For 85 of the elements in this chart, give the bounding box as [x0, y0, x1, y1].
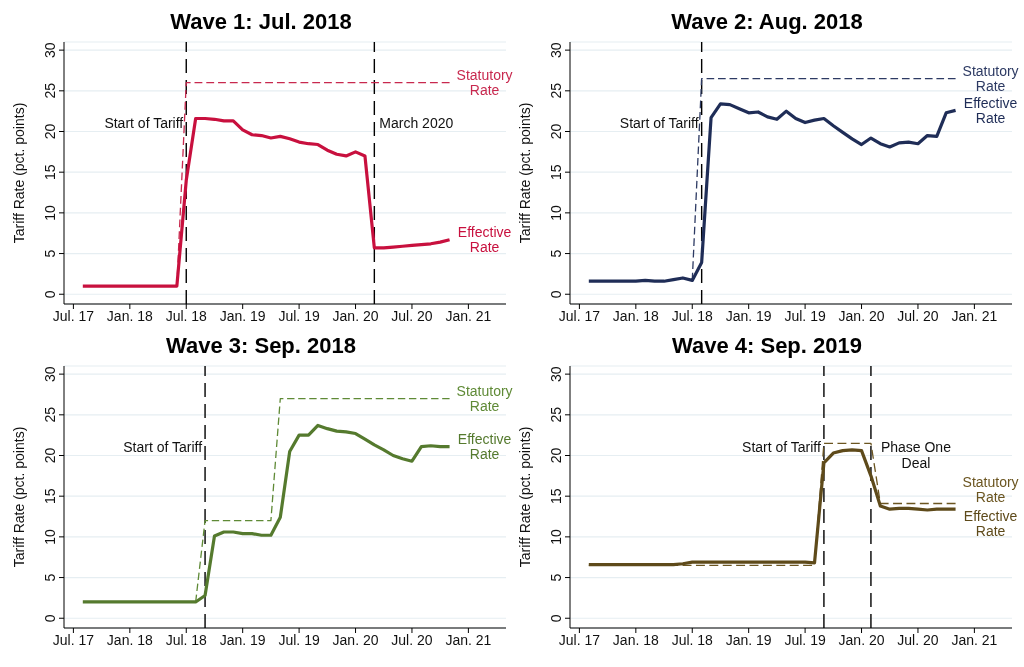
- chart-title: Wave 3: Sep. 2018: [165, 332, 357, 360]
- x-tick-label: Jan. 21: [445, 307, 492, 324]
- x-tick-label: Jul. 20: [897, 631, 939, 648]
- y-tick-label: 5: [42, 249, 58, 258]
- x-tick-label: Jan. 19: [219, 631, 266, 648]
- y-tick-label: 5: [548, 249, 564, 258]
- y-tick-label: 20: [548, 447, 564, 464]
- y-tick-label: 15: [548, 164, 564, 180]
- series-label: Effective Rate: [457, 224, 512, 256]
- x-tick-label: Jul. 18: [165, 631, 208, 648]
- y-tick-label: 10: [548, 204, 564, 221]
- chart-title: Wave 2: Aug. 2018: [670, 8, 864, 36]
- ref-line-label: Start of Tariff: [742, 439, 822, 456]
- x-tick-label: Jul. 19: [784, 307, 826, 324]
- y-tick-label: 15: [548, 488, 564, 504]
- y-tick-label: 20: [42, 447, 58, 464]
- x-tick-label: Jul. 19: [278, 307, 320, 324]
- chart-title: Wave 1: Jul. 2018: [169, 8, 353, 36]
- series-label: Effective Rate: [963, 507, 1018, 539]
- x-tick-label: Jan. 21: [951, 631, 998, 648]
- x-tick-label: Jul. 17: [558, 307, 601, 324]
- y-axis-title: Tariff Rate (pct. points): [517, 102, 533, 244]
- x-tick-label: Jan. 21: [445, 631, 492, 648]
- x-tick-label: Jan. 18: [106, 307, 153, 324]
- x-tick-label: Jan. 19: [725, 307, 772, 324]
- y-tick-label: 0: [42, 614, 58, 623]
- y-tick-label: 5: [548, 573, 564, 582]
- y-tick-label: 5: [42, 573, 58, 582]
- x-tick-label: Jan. 18: [612, 307, 659, 324]
- ref-line-label: March 2020: [379, 115, 454, 132]
- x-tick-label: Jul. 20: [391, 631, 433, 648]
- series-label: Statutory Rate: [456, 67, 513, 99]
- line-series: [587, 102, 958, 283]
- series-label: Statutory Rate: [962, 63, 1019, 95]
- y-tick-label: 30: [548, 366, 564, 382]
- x-tick-label: Jul. 17: [52, 631, 95, 648]
- series-label: Effective Rate: [963, 94, 1018, 126]
- x-tick-label: Jan. 20: [332, 307, 379, 324]
- y-tick-label: 10: [42, 204, 58, 221]
- y-tick-label: 25: [548, 406, 564, 423]
- y-tick-label: 0: [42, 290, 58, 299]
- line-series: [81, 423, 452, 604]
- line-series: [81, 116, 452, 288]
- x-tick-label: Jul. 17: [558, 631, 601, 648]
- x-tick-label: Jul. 18: [671, 631, 714, 648]
- x-tick-label: Jul. 20: [391, 307, 433, 324]
- y-tick-label: 10: [42, 528, 58, 545]
- x-tick-label: Jan. 19: [725, 631, 772, 648]
- x-tick-label: Jul. 18: [165, 307, 208, 324]
- y-tick-label: 25: [548, 82, 564, 99]
- x-tick-label: Jan. 21: [951, 307, 998, 324]
- y-axis-title: Tariff Rate (pct. points): [11, 426, 27, 568]
- x-tick-label: Jan. 19: [219, 307, 266, 324]
- series-label: Effective Rate: [457, 431, 512, 463]
- y-tick-label: 25: [42, 406, 58, 423]
- y-tick-label: 0: [548, 290, 564, 299]
- x-tick-label: Jul. 18: [671, 307, 714, 324]
- x-tick-label: Jan. 18: [106, 631, 153, 648]
- y-tick-label: 25: [42, 82, 58, 99]
- x-tick-label: Jul. 17: [52, 307, 95, 324]
- series-label: Statutory Rate: [456, 383, 513, 415]
- y-tick-label: 30: [42, 366, 58, 382]
- x-tick-label: Jan. 20: [838, 631, 885, 648]
- y-axis-title: Tariff Rate (pct. points): [517, 426, 533, 568]
- y-tick-label: 10: [548, 528, 564, 545]
- x-tick-label: Jul. 20: [897, 307, 939, 324]
- ref-line-label: Start of Tariff: [123, 439, 203, 456]
- y-axis-title: Tariff Rate (pct. points): [11, 102, 27, 244]
- y-tick-label: 30: [548, 42, 564, 58]
- ref-line-label: Start of Tariff: [619, 115, 699, 132]
- x-tick-label: Jan. 18: [612, 631, 659, 648]
- y-tick-label: 15: [42, 164, 58, 180]
- ref-line-label: Start of Tariff: [104, 115, 184, 132]
- y-tick-label: 20: [42, 123, 58, 140]
- x-tick-label: Jul. 19: [784, 631, 826, 648]
- x-tick-label: Jan. 20: [332, 631, 379, 648]
- y-tick-label: 15: [42, 488, 58, 504]
- series-label: Statutory Rate: [962, 474, 1019, 506]
- y-tick-label: 30: [42, 42, 58, 58]
- chart-title: Wave 4: Sep. 2019: [671, 332, 863, 360]
- y-tick-label: 20: [548, 123, 564, 140]
- x-tick-label: Jan. 20: [838, 307, 885, 324]
- y-tick-label: 0: [548, 614, 564, 623]
- ref-line-label: Phase One Deal: [880, 439, 952, 472]
- x-tick-label: Jul. 19: [278, 631, 320, 648]
